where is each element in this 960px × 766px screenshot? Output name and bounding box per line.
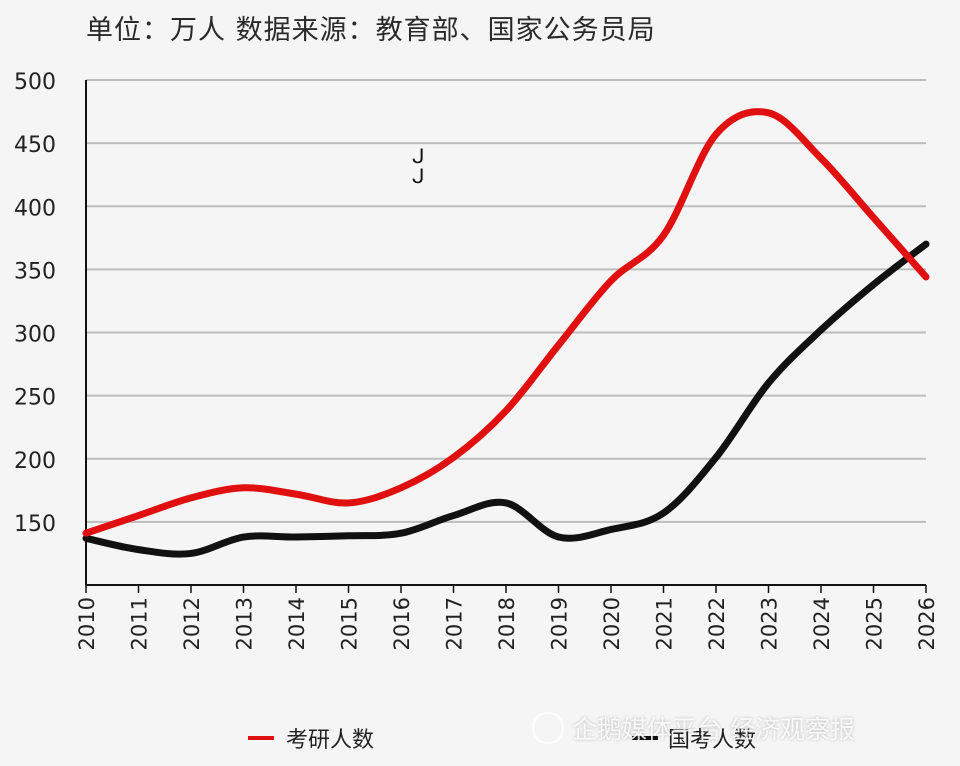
y-tick-label: 350 — [14, 259, 56, 284]
x-tick-label: 2017 — [443, 597, 467, 650]
series-lines — [82, 108, 930, 558]
x-tick-label: 2014 — [285, 597, 309, 650]
chart-subtitle: 单位：万人 数据来源：教育部、国家公务员局 — [86, 15, 656, 46]
watermark: 企鹅媒体平台 经济观察报 — [532, 710, 855, 746]
x-tick-label: 2010 — [75, 597, 99, 650]
x-tick-label: 2015 — [338, 597, 362, 650]
watermark-text: 企鹅媒体平台 经济观察报 — [572, 715, 855, 744]
y-tick-label: 200 — [14, 449, 56, 474]
x-tick-label: 2011 — [128, 597, 152, 650]
x-tick-label: 2021 — [653, 597, 677, 650]
x-tick-label: 2020 — [600, 597, 624, 650]
x-tick-label: 2019 — [548, 597, 572, 650]
x-tick-label: 2023 — [758, 597, 782, 650]
y-tick-label: 500 — [14, 70, 56, 95]
series-line-kaoyan — [82, 108, 930, 537]
legend-swatch-red — [248, 736, 274, 740]
legend-swatch-black — [632, 736, 658, 740]
x-tick-labels: 2010 2011 2012 2013 2014 2015 2016 2017 2018 2019… — [75, 597, 939, 650]
x-tick-label: 2025 — [863, 597, 887, 650]
y-tick-label: 300 — [14, 323, 56, 348]
x-tick-label: 2012 — [180, 597, 204, 650]
penguin-logo-icon — [532, 712, 564, 744]
grid-lines — [86, 79, 926, 523]
legend-item-guokao: 国考人数 — [632, 722, 756, 754]
y-tick-label: 250 — [14, 386, 56, 411]
y-tick-label: 450 — [14, 133, 56, 158]
y-tick-label: 400 — [14, 196, 56, 221]
legend-label-guokao: 国考人数 — [668, 728, 757, 753]
legend-label-kaoyan: 考研人数 — [286, 728, 375, 753]
x-tick-label: 2026 — [915, 597, 939, 650]
x-tick-label: 2024 — [810, 597, 834, 650]
axes — [85, 80, 927, 593]
x-tick-label: 2018 — [495, 597, 519, 650]
x-tick-label: 2016 — [390, 597, 414, 650]
y-tick-labels: 150 200 250 300 350 400 450 500 — [14, 70, 56, 537]
x-tick-label: 2022 — [705, 597, 729, 650]
y-tick-label: 150 — [14, 512, 56, 537]
series-line-guokao — [82, 240, 930, 558]
legend-item-kaoyan: 考研人数 — [248, 722, 374, 754]
x-tick-label: 2013 — [233, 597, 257, 650]
